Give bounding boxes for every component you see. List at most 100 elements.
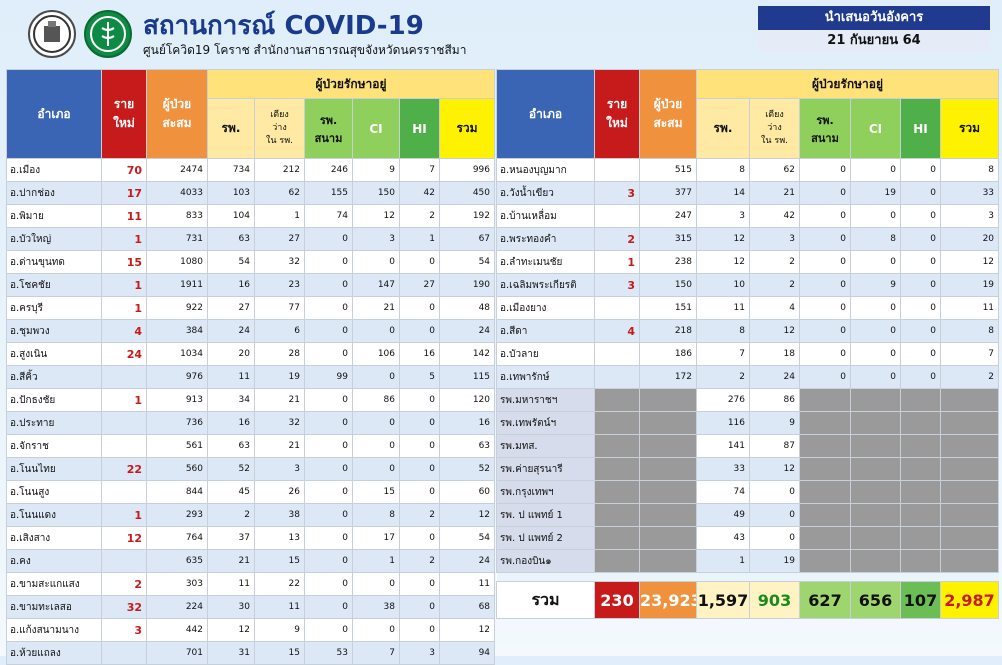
cumulative-cell: 186 [639, 342, 697, 366]
hospital-cell: 7 [696, 342, 750, 366]
hi-cell: 0 [399, 296, 440, 320]
totals-ci: 656 [850, 581, 901, 619]
hospital-cell: 63 [207, 227, 255, 251]
new-cases-cell: 1 [101, 296, 147, 320]
total-cell: 52 [438, 457, 496, 481]
hi-cell: 0 [399, 411, 440, 435]
ci-cell: 0 [850, 365, 901, 389]
table-row: อ.โชคชัย 1 1911 16 23 0 147 27 190 [6, 273, 496, 297]
empty-cell [594, 457, 640, 481]
empty-cell [939, 388, 1000, 412]
free-beds-cell: 9 [254, 618, 305, 642]
cumulative-cell: 1080 [146, 250, 208, 274]
empty-cell [639, 549, 697, 573]
total-cell: 12 [438, 618, 496, 642]
table-row: อ.สีคิ้ว 976 11 19 99 0 5 115 [6, 365, 496, 389]
col-field-hospital: รพ. สนาม [799, 98, 851, 159]
hospital-cell: 11 [696, 296, 750, 320]
empty-cell [900, 549, 941, 573]
free-beds-cell: 28 [254, 342, 305, 366]
hi-cell: 0 [399, 250, 440, 274]
hospital-cell: 63 [207, 434, 255, 458]
hospital-cell: 11 [207, 572, 255, 596]
hospital-row: รพ.มหาราชฯ 276 86 [496, 388, 1000, 412]
hospital-cell: 54 [207, 250, 255, 274]
empty-cell [639, 526, 697, 550]
col-field-hospital: รพ. สนาม [304, 98, 353, 159]
total-cell: 11 [939, 296, 1000, 320]
new-cases-cell: 15 [101, 250, 147, 274]
hi-cell: 0 [900, 181, 941, 205]
ci-cell: 0 [352, 618, 400, 642]
table-row: อ.คง 635 21 15 0 1 2 24 [6, 549, 496, 573]
cumulative-cell: 151 [639, 296, 697, 320]
total-cell: 192 [438, 204, 496, 228]
new-cases-cell: 4 [594, 319, 640, 343]
hospital-cell: 30 [207, 595, 255, 619]
total-cell: 24 [438, 319, 496, 343]
totals-new-cases: 230 [594, 581, 640, 619]
ministry-of-health-logo [84, 10, 132, 58]
hospital-cell: 10 [696, 273, 750, 297]
col-hi: HI [900, 98, 941, 159]
free-beds-cell: 13 [254, 526, 305, 550]
free-beds-cell: 3 [749, 227, 800, 251]
field-hospital-cell: 74 [304, 204, 353, 228]
district-name: อ.โนนแดง [6, 503, 102, 527]
total-cell: 24 [438, 549, 496, 573]
empty-cell [639, 434, 697, 458]
free-beds-cell: 2 [749, 250, 800, 274]
field-hospital-cell: 0 [304, 595, 353, 619]
free-beds-cell: 12 [749, 457, 800, 481]
field-hospital-cell: 0 [304, 250, 353, 274]
hospital-cell: 34 [207, 388, 255, 412]
col-hi: HI [399, 98, 440, 159]
cumulative-cell: 315 [639, 227, 697, 251]
empty-cell [799, 411, 851, 435]
hi-cell: 3 [399, 641, 440, 665]
total-cell: 67 [438, 227, 496, 251]
empty-cell [939, 503, 1000, 527]
free-beds-cell: 19 [749, 549, 800, 573]
district-name: อ.แก้งสนามนาง [6, 618, 102, 642]
free-beds-cell: 24 [749, 365, 800, 389]
field-hospital-cell: 0 [799, 158, 851, 182]
total-cell: 2 [939, 365, 1000, 389]
new-cases-cell [101, 641, 147, 665]
hospital-cell: 8 [696, 158, 750, 182]
new-cases-cell [101, 411, 147, 435]
hospital-cell: 116 [696, 411, 750, 435]
empty-cell [594, 411, 640, 435]
table-row: อ.เทพารักษ์ 172 2 24 0 0 0 2 [496, 365, 1000, 389]
field-hospital-cell: 0 [799, 365, 851, 389]
empty-cell [799, 388, 851, 412]
hospital-cell: 43 [696, 526, 750, 550]
total-cell: 190 [438, 273, 496, 297]
field-hospital-cell: 0 [799, 250, 851, 274]
hi-cell: 0 [900, 158, 941, 182]
table-row: อ.บ้านเหลื่อม 247 3 42 0 0 0 3 [496, 204, 1000, 228]
table-row: อ.จักราช 561 63 21 0 0 0 63 [6, 434, 496, 458]
total-cell: 20 [939, 227, 1000, 251]
free-beds-cell: 77 [254, 296, 305, 320]
hospital-name: รพ.กรุงเทพฯ [496, 480, 595, 504]
district-name: อ.ประทาย [6, 411, 102, 435]
totals-label: รวม [496, 581, 595, 619]
hospital-cell: 20 [207, 342, 255, 366]
ci-cell: 150 [352, 181, 400, 205]
cumulative-cell: 377 [639, 181, 697, 205]
ci-cell: 0 [352, 457, 400, 481]
empty-cell [594, 549, 640, 573]
total-cell: 16 [438, 411, 496, 435]
field-hospital-cell: 0 [799, 204, 851, 228]
district-name: อ.ห้วยแถลง [6, 641, 102, 665]
table-row: อ.ปักธงชัย 1 913 34 21 0 86 0 120 [6, 388, 496, 412]
ci-cell: 0 [352, 411, 400, 435]
district-table-left: อำเภอ ราย ใหม่ ผู้ป่วย สะสม ผู้ป่วยรักษาอย… [6, 69, 496, 665]
hospital-cell: 8 [696, 319, 750, 343]
field-hospital-cell: 0 [799, 319, 851, 343]
col-free-beds: เตียง ว่าง ใน รพ. [749, 98, 800, 159]
hospital-cell: 16 [207, 411, 255, 435]
field-hospital-cell: 0 [304, 227, 353, 251]
table-row: อ.บัวใหญ่ 1 731 63 27 0 3 1 67 [6, 227, 496, 251]
